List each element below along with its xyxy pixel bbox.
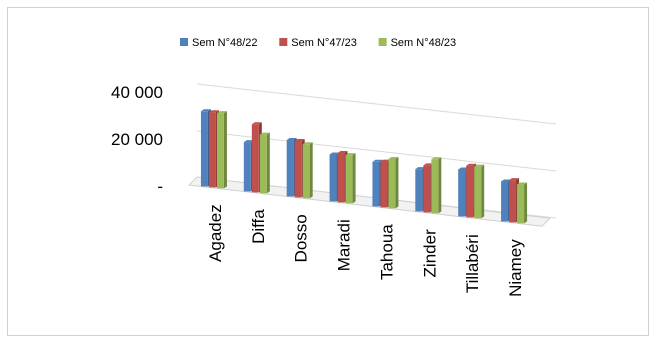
bar-Tahoua-Sem N°48/23 (388, 156, 399, 209)
x-tick-label-4: Tahoua (377, 224, 396, 280)
bar-Agadez-Sem N°48/23 (216, 111, 227, 189)
x-tick-label-5: Zinder (420, 229, 439, 278)
legend-swatch-0 (180, 38, 188, 46)
x-tick-label-0: Agadez (206, 204, 225, 262)
legend-item-0: Sem N°48/22 (180, 37, 258, 49)
legend-label-2: Sem N°48/23 (391, 37, 457, 49)
y-tick-label-2: - (157, 177, 163, 196)
y-tick-label-0: 40 000 (111, 83, 163, 102)
gridline-0 (196, 83, 557, 125)
bar-Diffa-Sem N°48/23 (259, 132, 270, 194)
bar-Dosso-Sem N°48/23 (302, 142, 313, 199)
y-axis-ticks: 40 000 20 000 - (111, 83, 163, 196)
x-tick-label-2: Dosso (292, 214, 311, 262)
bar-Zinder-Sem N°48/23 (431, 157, 442, 214)
chart-floor (187, 176, 552, 227)
x-tick-label-7: Niamey (506, 239, 525, 297)
x-tick-label-6: Tillabéri (463, 234, 482, 293)
bar-Tillabéri-Sem N°48/23 (474, 164, 485, 219)
chart-floor-plane (187, 176, 552, 227)
bars (200, 109, 528, 224)
legend-swatch-2 (378, 38, 387, 46)
x-tick-label-3: Maradi (335, 219, 354, 271)
legend-item-2: Sem N°48/23 (378, 37, 457, 49)
legend-label-1: Sem N°47/23 (291, 37, 357, 49)
chart-area (7, 7, 649, 336)
bar-Maradi-Sem N°48/23 (345, 153, 356, 204)
x-axis-ticks: Agadez Diffa Dosso Maradi Tahoua Zinder Tillab… (206, 204, 525, 297)
legend-item-1: Sem N°47/23 (279, 37, 357, 49)
bar-Niamey-Sem N°48/23 (517, 182, 528, 224)
legend-label-0: Sem N°48/22 (192, 37, 258, 49)
legend-swatch-1 (279, 38, 288, 46)
x-tick-label-1: Diffa (249, 209, 268, 244)
y-tick-label-1: 20 000 (111, 130, 163, 149)
legend: Sem N°48/22 Sem N°47/23 Sem N°48/23 (180, 37, 456, 49)
